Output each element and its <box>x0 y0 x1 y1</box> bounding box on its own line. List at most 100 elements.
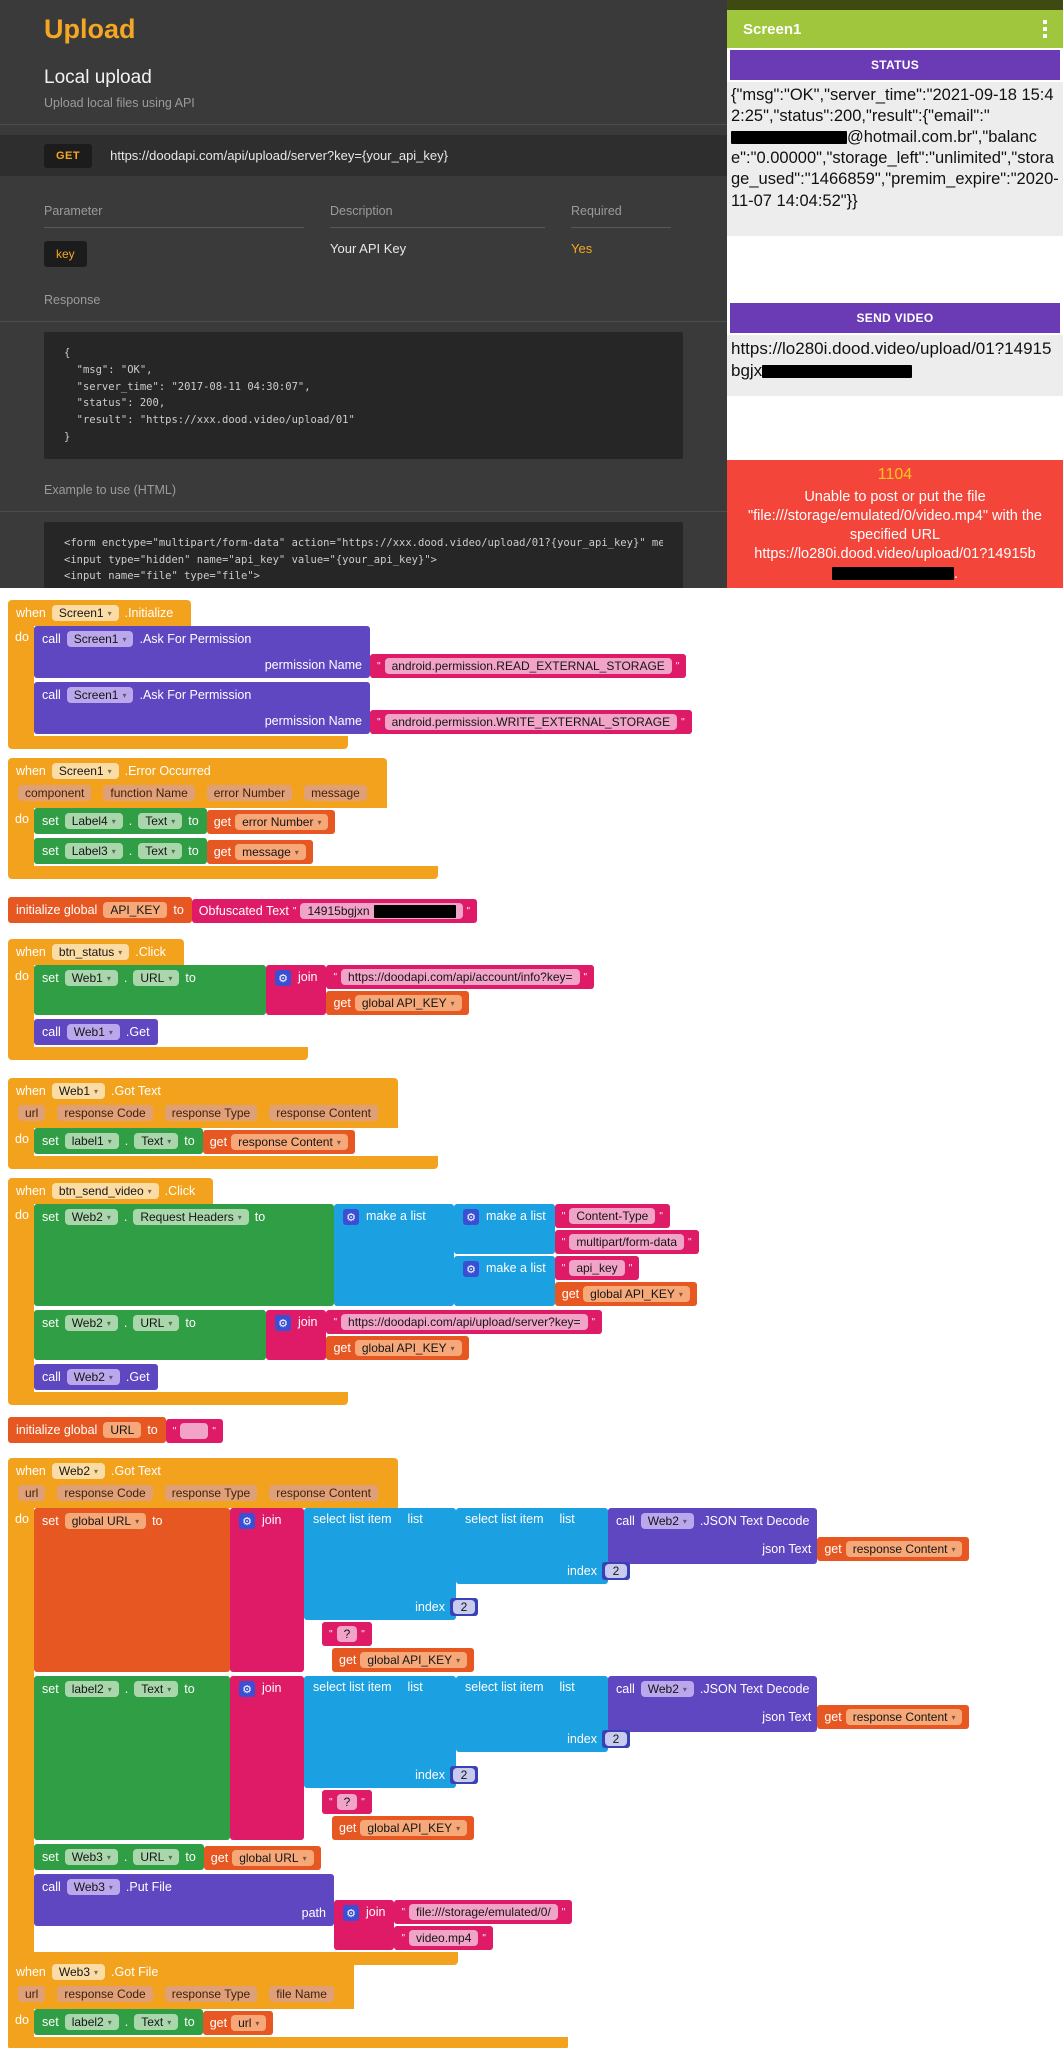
select-list-item-chain[interactable]: select list item list index 2 select list … <box>304 1508 970 1620</box>
property-dropdown[interactable]: Text ▾ <box>134 2014 179 2030</box>
event-param[interactable]: response Content <box>269 1105 378 1121</box>
block-set-web2-request-headers[interactable]: set Web2 ▾ . Request Headers ▾ to ⚙ make a … <box>34 1204 699 1306</box>
block-number-2[interactable]: 2 <box>450 1598 478 1616</box>
block-number-2[interactable]: 2 <box>602 1562 630 1580</box>
component-dropdown[interactable]: Web3 ▾ <box>64 1849 118 1865</box>
mutator-gear-icon[interactable]: ⚙ <box>343 1905 359 1921</box>
event-param[interactable]: url <box>18 1986 46 2002</box>
block-get-error-number[interactable]: get error Number ▾ <box>206 810 336 834</box>
event-param[interactable]: response Type <box>164 1105 258 1121</box>
component-dropdown[interactable]: Web2 ▾ <box>640 1681 694 1697</box>
block-text-url[interactable]: " https://doodapi.com/api/upload/server?k… <box>326 1310 603 1334</box>
block-text-permission-write[interactable]: " android.permission.WRITE_EXTERNAL_STORA… <box>370 710 692 734</box>
block-make-a-list-api-key[interactable]: ⚙ make a list " api_key " get global API_KEY… <box>454 1256 697 1306</box>
block-get-response-content[interactable]: get response Content ▾ <box>817 1705 970 1729</box>
component-dropdown[interactable]: btn_send_video ▾ <box>51 1183 159 1199</box>
block-text-multipart[interactable]: " multipart/form-data " <box>554 1230 699 1254</box>
block-select-list-item-inner[interactable]: select list item list index 2 <box>456 1676 630 1752</box>
block-text-api-key[interactable]: " api_key " <box>554 1256 640 1280</box>
variable-name[interactable]: URL <box>103 1422 142 1438</box>
block-when-web3-got-file[interactable]: when Web3 ▾ .Got File url response Code r… <box>8 1959 568 2048</box>
block-call-web3-put-file[interactable]: call Web3 ▾ .Put File path ⚙ join " file://… <box>34 1874 573 1950</box>
block-get-response-content[interactable]: get response Content ▾ <box>202 1130 355 1154</box>
block-text-question-mark[interactable]: "? " <box>322 1790 372 1814</box>
event-param[interactable]: response Type <box>164 1485 258 1501</box>
event-param[interactable]: response Content <box>269 1485 378 1501</box>
event-param[interactable]: response Code <box>57 1105 153 1121</box>
block-join[interactable]: ⚙ join " https://doodapi.com/api/account/i… <box>266 965 595 1015</box>
component-dropdown[interactable]: Label3 ▾ <box>64 843 123 859</box>
component-dropdown[interactable]: btn_status ▾ <box>51 944 130 960</box>
block-call-web1-get[interactable]: call Web1 ▾ .Get <box>34 1019 158 1045</box>
component-dropdown[interactable]: Web2 ▾ <box>51 1463 106 1479</box>
property-dropdown[interactable]: Text ▾ <box>134 1681 179 1697</box>
block-when-web1-got-text[interactable]: when Web1 ▾ .Got Text url response Code r… <box>8 1078 438 1169</box>
event-param[interactable]: component <box>18 785 92 801</box>
kebab-menu-icon[interactable] <box>1039 16 1051 42</box>
variable-name[interactable]: API_KEY <box>103 902 168 918</box>
block-text-permission-read[interactable]: " android.permission.READ_EXTERNAL_STORAG… <box>370 654 687 678</box>
block-join[interactable]: ⚙ join " https://doodapi.com/api/upload/se… <box>266 1310 603 1360</box>
component-dropdown[interactable]: Web1 ▾ <box>66 1024 120 1040</box>
event-param[interactable]: response Type <box>164 1986 258 2002</box>
block-get-global-api-key[interactable]: get global API_KEY ▾ <box>326 1336 469 1360</box>
component-dropdown[interactable]: Web2 ▾ <box>64 1209 118 1225</box>
property-dropdown[interactable]: URL ▾ <box>133 1849 180 1865</box>
block-number-2[interactable]: 2 <box>450 1766 478 1784</box>
block-obfuscated-text[interactable]: Obfuscated Text " 14915bgjxn " <box>191 899 478 923</box>
event-param[interactable]: function Name <box>103 785 195 801</box>
property-dropdown[interactable]: Text ▾ <box>134 1133 179 1149</box>
block-select-list-item-outer[interactable]: select list item list index 2 <box>304 1508 478 1620</box>
property-dropdown[interactable]: URL ▾ <box>133 1315 180 1331</box>
block-set-global-url[interactable]: set global URL ▾ to ⚙ join select list ite… <box>34 1508 970 1672</box>
block-set-label2-text[interactable]: set label2 ▾ . Text ▾ to ⚙ join sele <box>34 1676 970 1840</box>
block-make-a-list-content-type[interactable]: ⚙ make a list " Content-Type " " multipart/f… <box>454 1204 699 1254</box>
block-text-url[interactable]: " https://doodapi.com/api/account/info?ke… <box>326 965 595 989</box>
block-get-global-api-key[interactable]: get global API_KEY ▾ <box>326 991 469 1015</box>
event-param[interactable]: response Code <box>57 1986 153 2002</box>
send-video-button[interactable]: SEND VIDEO <box>730 303 1060 334</box>
block-make-a-list-outer[interactable]: ⚙ make a list ⚙ make a list " Content-Type "… <box>334 1204 699 1306</box>
component-dropdown[interactable]: Label4 ▾ <box>64 813 123 829</box>
block-empty-string[interactable]: " " <box>165 1419 223 1443</box>
component-dropdown[interactable]: label1 ▾ <box>64 1133 119 1149</box>
block-text-content-type[interactable]: " Content-Type " <box>554 1204 670 1228</box>
status-button[interactable]: STATUS <box>730 50 1060 81</box>
block-call-ask-permission-write[interactable]: call Screen1 ▾ .Ask For Permission permis… <box>34 682 692 734</box>
block-text-question-mark[interactable]: "? " <box>322 1622 372 1646</box>
block-get-global-api-key[interactable]: get global API_KEY ▾ <box>332 1648 475 1672</box>
component-dropdown[interactable]: Web1 ▾ <box>51 1083 106 1099</box>
component-dropdown[interactable]: label2 ▾ <box>64 2014 119 2030</box>
event-param[interactable]: url <box>18 1485 46 1501</box>
block-join[interactable]: ⚙ join select list item list index 2 select… <box>230 1676 970 1840</box>
block-text-video-mp4[interactable]: " video.mp4 " <box>394 1926 493 1950</box>
event-param[interactable]: response Code <box>57 1485 153 1501</box>
property-dropdown[interactable]: Request Headers ▾ <box>133 1209 249 1225</box>
component-dropdown[interactable]: Screen1 ▾ <box>66 687 134 703</box>
mutator-gear-icon[interactable]: ⚙ <box>463 1261 479 1277</box>
block-get-response-content[interactable]: get response Content ▾ <box>817 1537 970 1561</box>
block-get-message[interactable]: get message ▾ <box>206 840 313 864</box>
property-dropdown[interactable]: Text ▾ <box>138 813 183 829</box>
mutator-gear-icon[interactable]: ⚙ <box>239 1513 255 1529</box>
component-dropdown[interactable]: Web2 ▾ <box>64 1315 118 1331</box>
block-json-text-decode[interactable]: call Web2 ▾ .JSON Text Decode json Text g… <box>608 1676 970 1732</box>
block-set-web3-url[interactable]: set Web3 ▾ . URL ▾ to get global URL ▾ <box>34 1844 321 1870</box>
component-dropdown[interactable]: label2 ▾ <box>64 1681 119 1697</box>
block-set-web1-url[interactable]: set Web1 ▾ . URL ▾ to ⚙ join " https://dooda… <box>34 965 595 1015</box>
block-set-label1-text[interactable]: set label1 ▾ . Text ▾ to get response Conte… <box>34 1128 355 1154</box>
block-json-text-decode[interactable]: call Web2 ▾ .JSON Text Decode json Text g… <box>608 1508 970 1564</box>
block-set-label3-text[interactable]: set Label3 ▾ . Text ▾ to get message ▾ <box>34 838 313 864</box>
block-init-global-url[interactable]: initialize global URL to " " <box>8 1417 223 1445</box>
component-dropdown[interactable]: Web2 ▾ <box>640 1513 694 1529</box>
block-get-global-url[interactable]: get global URL ▾ <box>203 1846 321 1870</box>
component-dropdown[interactable]: Web2 ▾ <box>66 1369 120 1385</box>
block-get-global-api-key[interactable]: get global API_KEY ▾ <box>332 1816 475 1840</box>
block-init-global-api-key[interactable]: initialize global API_KEY to Obfuscated … <box>8 897 478 925</box>
block-join[interactable]: ⚙ join select list item list index 2 select… <box>230 1508 970 1672</box>
property-dropdown[interactable]: Text ▾ <box>138 843 183 859</box>
block-when-btn-status-click[interactable]: when btn_status ▾ .Click do set Web1 ▾ . U… <box>8 939 595 1060</box>
block-when-screen1-initialize[interactable]: when Screen1 ▾ .Initialize do call Screen… <box>8 600 692 749</box>
block-text-storage-path[interactable]: " file:///storage/emulated/0/" <box>394 1900 573 1924</box>
select-list-item-chain[interactable]: select list item list index 2 select list … <box>304 1676 970 1788</box>
